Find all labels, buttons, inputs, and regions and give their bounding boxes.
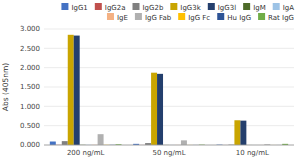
legend-swatch — [217, 13, 224, 20]
y-tick-label: 2.000 — [20, 64, 40, 72]
chart: IgG1 IgG2a IgG2b IgG3k IgG3l IgM IgA IgE IgG Fab… — [0, 0, 300, 161]
legend-swatch — [178, 13, 185, 20]
x-tick-label: 50 ng/mL — [152, 149, 185, 157]
x-tick-label: 200 ng/mL — [67, 149, 105, 157]
y-tick-label: 3.000 — [20, 25, 40, 33]
legend-label: IgG1 — [71, 4, 87, 12]
bar — [151, 73, 157, 145]
bar — [234, 120, 240, 145]
y-tick-label: 0.000 — [20, 141, 40, 149]
grid — [44, 29, 294, 145]
legend-swatch — [95, 3, 102, 10]
legend-swatch — [243, 3, 250, 10]
legend-label: IgG3k — [180, 4, 201, 12]
legend-swatch — [273, 3, 280, 10]
legend-item: IgE — [107, 13, 128, 22]
x-tick-label: 10 ng/mL — [236, 149, 269, 157]
x-axis-line — [44, 145, 294, 146]
y-tick-label: 0.500 — [20, 122, 40, 130]
legend-item: Rat IgG — [258, 13, 294, 22]
legend-label: Rat IgG — [268, 14, 294, 22]
legend-swatch — [107, 13, 114, 20]
y-tick-label: 2.500 — [20, 45, 40, 53]
grid-line — [44, 145, 294, 146]
bar — [98, 134, 104, 145]
bar — [157, 74, 163, 145]
grid-line — [44, 106, 294, 107]
legend-item: IgG3k — [170, 3, 201, 12]
legend-item: IgG Fab — [135, 13, 172, 22]
y-tick-label: 1.500 — [20, 83, 40, 91]
bar — [68, 35, 74, 145]
y-tick-label: 1.000 — [20, 103, 40, 111]
grid-line — [44, 87, 294, 88]
legend-label: IgA — [283, 4, 295, 12]
legend-label: IgG3l — [218, 4, 236, 12]
legend-label: IgG2b — [143, 4, 164, 12]
bar — [181, 140, 187, 145]
legend-item: IgG2b — [133, 3, 164, 12]
legend-label: IgM — [253, 4, 266, 12]
legend-swatch — [208, 3, 215, 10]
legend-item: IgM — [243, 3, 266, 12]
legend-item: IgG1 — [61, 3, 87, 12]
legend-label: IgG Fc — [188, 14, 210, 22]
grid-line — [44, 67, 294, 68]
legend-item: IgA — [273, 3, 295, 12]
legend-swatch — [258, 13, 265, 20]
legend-item: IgG2a — [95, 3, 126, 12]
legend-swatch — [135, 13, 142, 20]
legend-label: IgG Fab — [145, 14, 172, 22]
legend-label: IgG2a — [105, 4, 126, 12]
legend: IgG1 IgG2a IgG2b IgG3k IgG3l IgM IgA IgE IgG Fab… — [61, 3, 294, 22]
grid-line — [44, 125, 294, 126]
legend-swatch — [61, 3, 68, 10]
grid-line — [44, 48, 294, 49]
legend-swatch — [133, 3, 140, 10]
legend-item: Hu IgG — [217, 13, 251, 22]
bar — [74, 36, 80, 145]
bar — [62, 141, 68, 145]
legend-item: IgG Fc — [178, 13, 210, 22]
legend-swatch — [170, 3, 177, 10]
y-axis-label: Abs (405nm) — [1, 63, 10, 111]
bars — [50, 35, 288, 145]
legend-label: IgE — [117, 14, 128, 22]
legend-label: Hu IgG — [227, 14, 251, 22]
bar — [240, 121, 246, 145]
bar — [50, 142, 56, 145]
legend-item: IgG3l — [208, 3, 236, 12]
grid-line — [44, 29, 294, 30]
